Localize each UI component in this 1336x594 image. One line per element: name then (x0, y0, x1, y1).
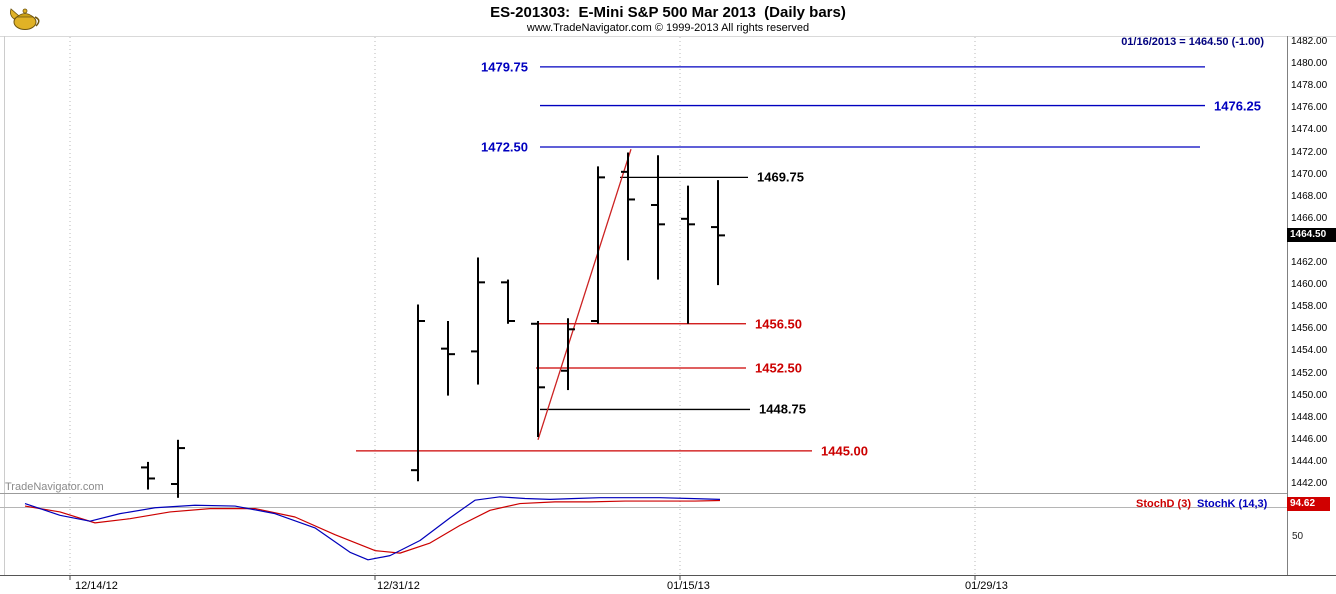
lamp-handle (34, 16, 40, 27)
stochk-legend-label: StochK (14,3) (1197, 498, 1268, 510)
lamp-knob (22, 8, 28, 14)
lamp-lid (15, 13, 35, 18)
tradenavigator-logo (10, 8, 40, 30)
chart-subtitle: www.TradeNavigator.com © 1999-2013 All r… (526, 22, 810, 34)
stochd-legend-label: StochD (3) (1136, 498, 1191, 510)
watermark-text: TradeNavigator.com (5, 481, 104, 493)
stoch-value-badge: 94.62 (1287, 497, 1330, 511)
stoch-mid-axis-label: 50 (1292, 531, 1304, 542)
chart-title: ES-201303: E-Mini S&P 500 Mar 2013 (Dail… (490, 4, 846, 21)
current-price-badge: 1464.50 (1287, 228, 1336, 242)
stochk-line (24, 496, 721, 561)
trend-line (537, 148, 632, 440)
last-quote-info: 01/16/2013 = 1464.50 (-1.00) (1121, 36, 1264, 48)
stochd-line (24, 499, 721, 554)
